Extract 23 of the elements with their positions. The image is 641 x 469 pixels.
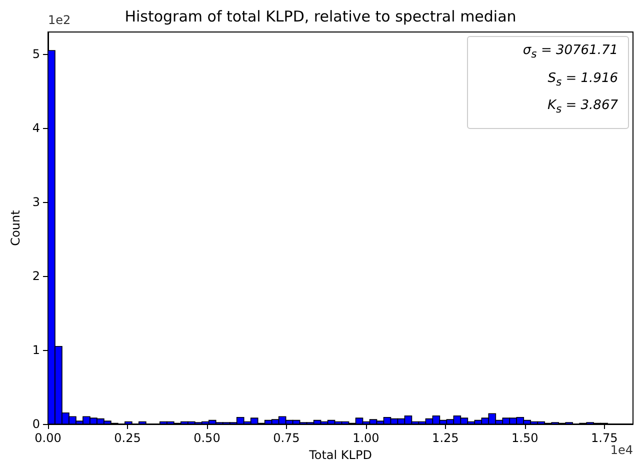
x-tick-label: 1.00 — [352, 431, 380, 445]
y-tick-label: 5 — [32, 47, 40, 62]
y-tick-label: 3 — [32, 195, 40, 210]
text: 1e4 — [610, 443, 634, 457]
stats-box: σ$_{s}$ = 30761.71 S$_{s}$ = 1.916 K$_{s}$ = 3.867 — [467, 36, 629, 129]
y-tick-label: 1 — [32, 343, 40, 358]
x-tick-label: 1.50 — [512, 431, 538, 445]
annotation: S$_{s}$ = 1.916 — [546, 70, 618, 90]
x-tick-label: 0.50 — [194, 431, 220, 445]
x-tick-label: 0.75 — [273, 431, 300, 445]
y-tick-label: 2 — [32, 269, 40, 284]
y-tick-label: 0 — [32, 417, 40, 431]
x-tick-label: 1.75 — [591, 431, 618, 445]
annotation: σ$_{s}$ = 30761.71 — [522, 42, 618, 63]
x-tick-label: 0.25 — [114, 431, 141, 445]
x-tick-label: 1.25 — [432, 431, 459, 445]
text: 1e2 — [48, 13, 71, 27]
y-axis-title: Count — [8, 210, 22, 246]
y-tick-label: 4 — [32, 121, 40, 136]
x-axis-title: Total KLPD — [308, 448, 372, 462]
chart-title: Histogram of total KLPD, relative to spectral median — [124, 8, 516, 26]
x-tick-label: 0.00 — [34, 431, 62, 445]
annotation: K$_{s}$ = 3.867 — [546, 97, 618, 118]
